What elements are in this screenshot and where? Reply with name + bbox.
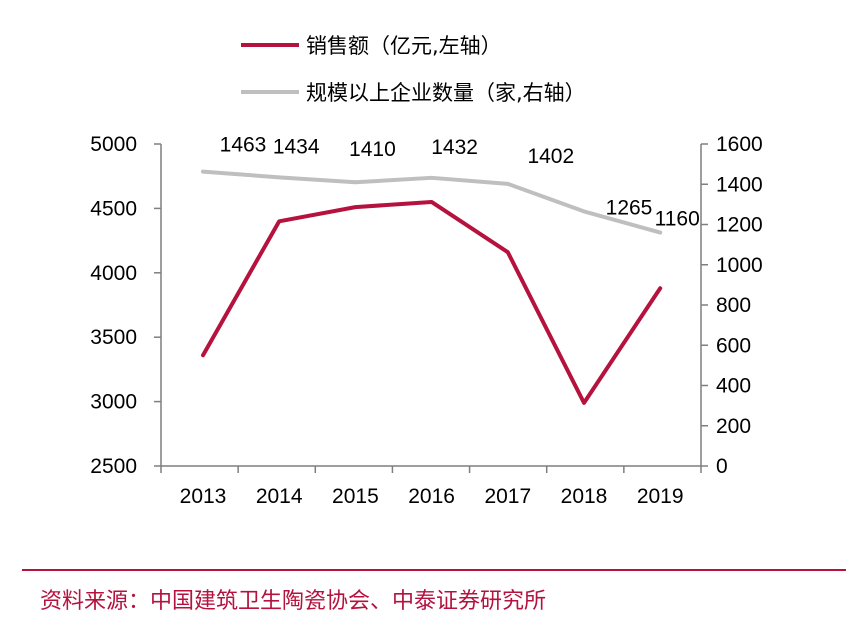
right-axis-tick-label: 800 bbox=[716, 294, 751, 317]
data-label-enterprises: 1265 bbox=[606, 196, 653, 219]
source-divider bbox=[22, 569, 846, 571]
data-label-enterprises: 1434 bbox=[273, 135, 320, 158]
legend: 销售额（亿元,左轴） 规模以上企业数量（家,右轴） bbox=[241, 34, 586, 105]
legend-label-sales: 销售额（亿元,左轴） bbox=[306, 34, 502, 58]
x-axis-tick-label: 2015 bbox=[332, 485, 379, 508]
data-label-enterprises: 1432 bbox=[431, 136, 478, 159]
left-axis-tick-label: 5000 bbox=[90, 133, 137, 156]
x-axis-tick-label: 2019 bbox=[637, 485, 684, 508]
line-enterprises bbox=[201, 169, 663, 235]
left-axis-tick-label: 3000 bbox=[90, 391, 137, 414]
left-axis-tick-label: 4500 bbox=[90, 197, 137, 220]
left-axis-tick-label: 2500 bbox=[90, 455, 137, 478]
right-axis-tick-label: 400 bbox=[716, 375, 751, 398]
right-axis-tick-label: 1600 bbox=[716, 133, 763, 156]
right-axis-tick-label: 1000 bbox=[716, 254, 763, 277]
left-axis-tick-label: 3500 bbox=[90, 326, 137, 349]
axes: 5000450040003500300025001600140012001000… bbox=[90, 133, 762, 508]
right-axis-tick-label: 600 bbox=[716, 334, 751, 357]
right-axis-tick-label: 1400 bbox=[716, 173, 763, 196]
legend-label-enterprises: 规模以上企业数量（家,右轴） bbox=[306, 81, 586, 105]
data-label-enterprises: 1160 bbox=[655, 208, 700, 231]
right-axis-tick-label: 0 bbox=[716, 455, 728, 478]
data-label-enterprises: 1410 bbox=[349, 138, 396, 161]
x-axis-tick-label: 2016 bbox=[408, 485, 455, 508]
line-sales bbox=[201, 199, 663, 405]
x-axis-tick-label: 2018 bbox=[561, 485, 608, 508]
data-label-enterprises: 1402 bbox=[527, 145, 574, 168]
series-sales bbox=[201, 199, 663, 405]
series-enterprises bbox=[201, 169, 663, 235]
x-axis-tick-label: 2013 bbox=[180, 485, 227, 508]
x-axis-tick-label: 2017 bbox=[484, 485, 531, 508]
right-axis-tick-label: 200 bbox=[716, 415, 751, 438]
left-axis-tick-label: 4000 bbox=[90, 262, 137, 285]
data-label-enterprises: 1463 bbox=[220, 134, 267, 157]
right-axis-tick-label: 1200 bbox=[716, 214, 763, 237]
x-axis-tick-label: 2014 bbox=[256, 485, 303, 508]
source-note: 资料来源：中国建筑卫生陶瓷协会、中泰证券研究所 bbox=[40, 589, 547, 614]
data-labels: 1463 1434 1410 1432 1402 1265 1160 bbox=[220, 134, 700, 231]
